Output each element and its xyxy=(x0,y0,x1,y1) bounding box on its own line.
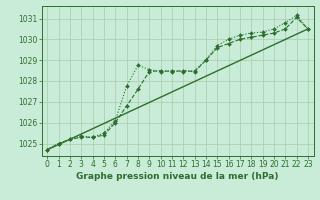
X-axis label: Graphe pression niveau de la mer (hPa): Graphe pression niveau de la mer (hPa) xyxy=(76,172,279,181)
